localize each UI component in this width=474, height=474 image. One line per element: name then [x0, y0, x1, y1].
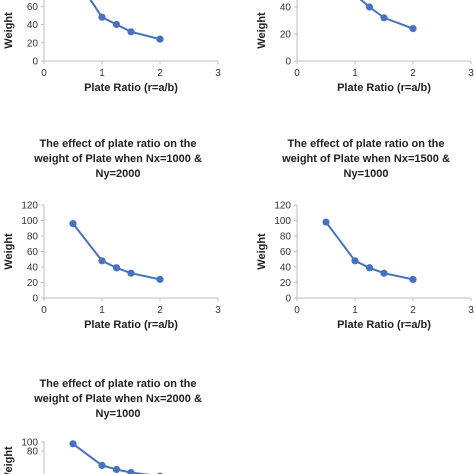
data-point [69, 220, 77, 228]
x-tick-label: 0 [41, 305, 47, 316]
x-tick-label: 3 [215, 68, 221, 79]
y-tick-label: 100 [274, 216, 291, 227]
x-tick-label: 1 [352, 68, 358, 79]
y-tick-label: 0 [285, 57, 291, 68]
y-tick-label: 40 [27, 263, 39, 274]
x-tick-label: 1 [99, 305, 105, 316]
y-tick-label: 20 [27, 38, 39, 49]
data-point [127, 269, 135, 277]
x-axis-label: Plate Ratio (r=a/b) [84, 82, 178, 94]
y-tick-label: 80 [27, 232, 39, 243]
y-tick-label: 60 [280, 247, 292, 258]
y-tick-label: 20 [280, 278, 292, 289]
data-point [322, 218, 330, 226]
series-line [89, 0, 161, 41]
y-axis-label: Weight [3, 233, 15, 270]
data-point [127, 469, 135, 474]
x-tick-label: 0 [294, 305, 300, 316]
y-tick-label: 120 [21, 201, 38, 212]
chart-panel-5: The effect of plate ratio on the weight o… [0, 372, 237, 474]
y-tick-label: 120 [274, 201, 291, 212]
x-tick-label: 0 [41, 68, 47, 79]
chart-title-line: weight of Plate when Nx=2000 & [33, 393, 202, 405]
x-tick-label: 3 [468, 305, 474, 316]
x-tick-label: 2 [157, 68, 163, 79]
x-axis-label: Plate Ratio (r=a/b) [337, 319, 431, 331]
chart-panel-1: 0204060800123Plate Ratio (r=a/b)Weight [0, 0, 237, 108]
chart-panel-4: The effect of plate ratio on the weight o… [253, 132, 474, 342]
data-point [380, 269, 388, 277]
data-point [69, 440, 77, 448]
data-point [98, 461, 106, 469]
y-tick-label: 100 [21, 438, 38, 449]
data-point [112, 465, 121, 474]
data-point [98, 257, 106, 265]
data-point [112, 20, 121, 29]
x-tick-label: 2 [410, 68, 416, 79]
y-axis-label: Weight [3, 446, 15, 474]
data-point [380, 14, 388, 22]
data-point [112, 264, 121, 272]
x-tick-label: 1 [99, 68, 105, 79]
data-point [365, 3, 374, 11]
chart-5: The effect of plate ratio on the weight o… [3, 378, 202, 474]
chart-title-line: weight of Plate when Nx=1500 & [281, 153, 450, 165]
data-point [156, 35, 164, 43]
y-tick-label: 60 [27, 2, 39, 13]
chart-title-line: The effect of plate ratio on the [287, 138, 444, 150]
data-point [127, 28, 135, 36]
y-tick-label: 40 [27, 20, 39, 31]
y-axis-label: Weight [256, 12, 268, 49]
data-point [351, 257, 359, 265]
x-axis-label: Plate Ratio (r=a/b) [337, 82, 431, 94]
x-tick-label: 3 [215, 305, 221, 316]
chart-title-line: The effect of plate ratio on the [39, 138, 196, 150]
y-tick-label: 0 [285, 294, 291, 305]
chart-1: 0204060800123Plate Ratio (r=a/b)Weight [3, 0, 221, 94]
x-tick-label: 2 [410, 305, 416, 316]
chart-4: The effect of plate ratio on the weight o… [256, 138, 474, 331]
y-axis-label: Weight [256, 233, 268, 270]
y-axis-label: Weight [3, 12, 15, 49]
data-point [409, 275, 417, 283]
y-tick-label: 80 [27, 447, 39, 458]
chart-panel-3: The effect of plate ratio on the weight o… [0, 132, 237, 342]
y-tick-label: 60 [27, 247, 39, 258]
x-tick-label: 0 [294, 68, 300, 79]
y-tick-label: 40 [280, 263, 292, 274]
y-tick-label: 20 [27, 278, 39, 289]
chart-title-line: Ny=1000 [344, 168, 389, 180]
x-axis-label: Plate Ratio (r=a/b) [84, 319, 178, 331]
chart-title-line: Ny=2000 [96, 168, 141, 180]
y-tick-label: 20 [280, 30, 292, 41]
data-point [409, 25, 417, 33]
chart-title-line: weight of Plate when Nx=1000 & [33, 153, 202, 165]
data-point [98, 13, 106, 21]
chart-title-line: The effect of plate ratio on the [39, 378, 196, 390]
y-tick-label: 0 [32, 294, 38, 305]
y-tick-label: 100 [21, 216, 38, 227]
y-tick-label: 80 [280, 232, 292, 243]
x-tick-label: 2 [157, 305, 163, 316]
x-tick-label: 3 [468, 68, 474, 79]
data-point [156, 275, 164, 283]
x-tick-label: 1 [352, 305, 358, 316]
data-point [365, 264, 374, 272]
chart-3: The effect of plate ratio on the weight o… [3, 138, 221, 331]
y-tick-label: 40 [280, 3, 292, 14]
chart-title-line: Ny=1000 [96, 408, 141, 420]
y-tick-label: 0 [32, 57, 38, 68]
